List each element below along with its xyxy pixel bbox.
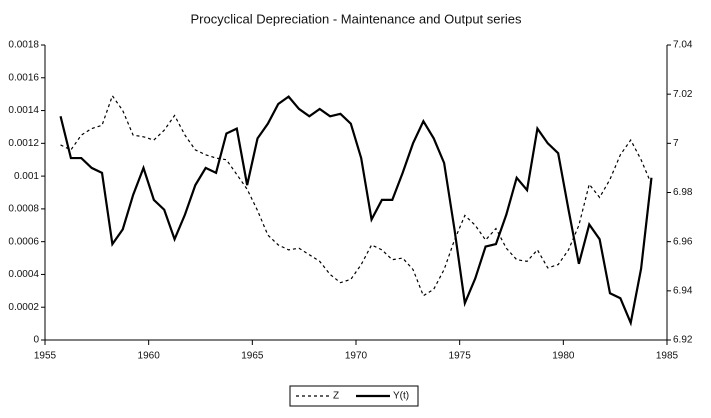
y-tick-label: 0.0008 (8, 204, 39, 215)
x-tick-label: 1980 (552, 351, 575, 362)
x-tick-label: 1965 (241, 351, 264, 362)
x-tick-label: 1970 (345, 351, 368, 362)
x-tick-label: 1955 (34, 351, 57, 362)
y-tick-label: 0 (33, 335, 39, 346)
y-tick-label: 0.0014 (8, 105, 39, 116)
y-tick-label: 0.001 (14, 171, 39, 182)
y2-tick-label: 6.94 (673, 285, 693, 296)
x-tick-label: 1975 (449, 351, 472, 362)
x-tick-label: 1960 (138, 351, 161, 362)
legend-label: Y(t) (393, 391, 409, 402)
y-tick-label: 0.0002 (8, 302, 39, 313)
y2-tick-label: 6.92 (673, 335, 693, 346)
legend-label: Z (333, 391, 339, 402)
y-tick-label: 0.0016 (8, 72, 39, 83)
y-tick-label: 0.0006 (8, 236, 39, 247)
y2-tick-label: 7 (673, 138, 679, 149)
chart-title: Procyclical Depreciation - Maintenance a… (191, 11, 522, 26)
legend-box (289, 385, 419, 407)
y-tick-label: 0.0004 (8, 269, 39, 280)
y-tick-label: 0.0012 (8, 138, 39, 149)
y2-tick-label: 7.02 (673, 89, 693, 100)
y2-tick-label: 6.96 (673, 236, 693, 247)
y2-tick-label: 7.04 (673, 40, 693, 51)
x-tick-label: 1985 (656, 351, 679, 362)
y-tick-label: 0.0018 (8, 40, 39, 51)
series-line (60, 94, 653, 297)
y2-tick-label: 6.98 (673, 187, 693, 198)
series-line (59, 95, 653, 327)
